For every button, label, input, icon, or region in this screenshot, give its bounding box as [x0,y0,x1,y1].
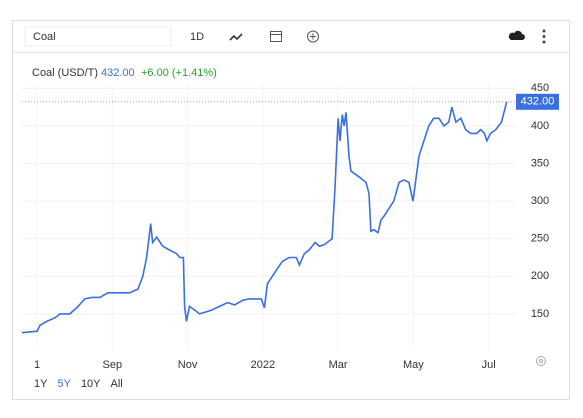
last-price-badge [516,93,559,110]
interval-button[interactable]: 1D [190,31,204,43]
x-tick-label: 1 [34,359,40,371]
search-box[interactable] [24,26,172,47]
x-tick-label: Mar [329,359,348,371]
range-button[interactable]: 10Y [81,378,101,390]
legend-price: 432.00 [101,67,135,79]
y-tick-label: 250 [531,233,549,245]
price-line [21,101,508,334]
y-tick-label: 350 [531,157,549,169]
chart-type-icon[interactable] [229,33,243,41]
range-button[interactable]: All [111,378,123,390]
x-tick-label: Nov [178,359,198,371]
last-price-label: 432.00 [521,96,555,108]
y-tick-label: 450 [531,82,549,94]
download-icon[interactable] [508,30,525,40]
legend-title: Coal (USD/T) [32,67,98,79]
y-tick-label: 200 [531,270,549,282]
range-button[interactable]: 5Y [57,378,71,390]
x-tick-label: May [403,359,424,371]
x-tick-label: Jul [482,359,496,371]
compare-icon[interactable] [307,30,319,43]
legend-change: +6.00 (+1.41%) [141,67,217,79]
range-button[interactable]: 1Y [34,378,48,390]
calendar-icon[interactable] [270,31,282,42]
x-tick-label: 2022 [251,359,275,371]
search-text[interactable]: Coal [33,31,56,43]
settings-icon[interactable] [536,356,546,366]
x-tick-label: Sep [103,359,123,371]
menu-icon[interactable] [542,29,546,44]
y-tick-label: 400 [531,120,549,132]
y-tick-label: 150 [531,308,549,320]
frame [12,20,570,400]
y-tick-label: 300 [531,195,549,207]
